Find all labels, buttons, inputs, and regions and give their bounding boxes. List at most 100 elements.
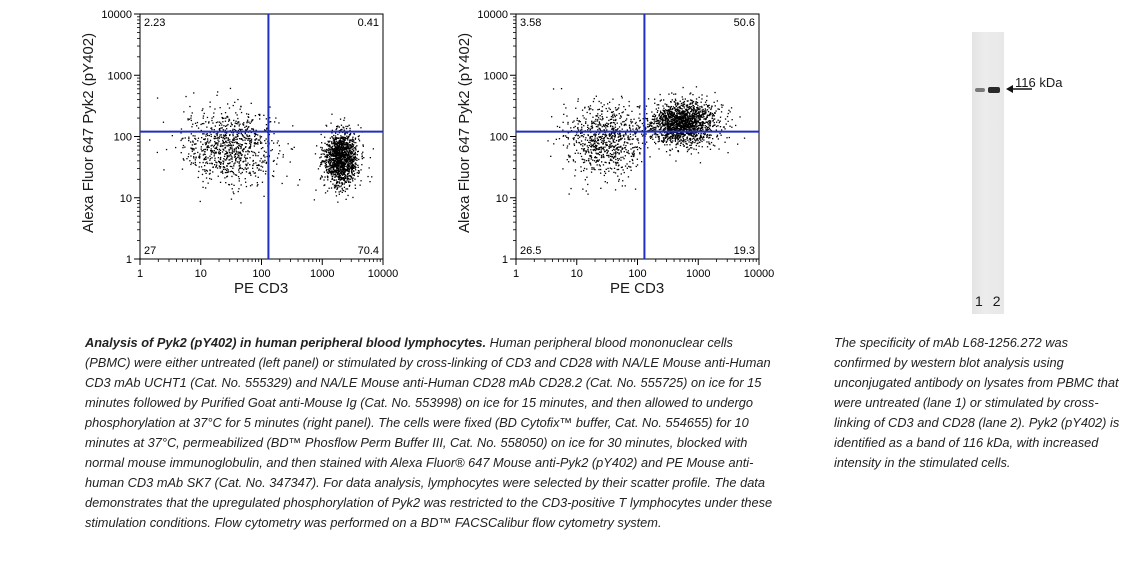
event-dot xyxy=(577,128,579,130)
event-dot xyxy=(712,125,714,127)
event-dot xyxy=(724,118,727,120)
event-dot xyxy=(688,126,691,128)
event-dot xyxy=(594,146,597,149)
blot-band-lane-2 xyxy=(988,87,1000,93)
event-dot xyxy=(341,164,344,166)
event-dot xyxy=(606,152,608,154)
event-dot xyxy=(679,113,681,115)
event-dot xyxy=(254,134,257,136)
event-dot xyxy=(266,127,268,129)
event-dot xyxy=(272,160,275,162)
event-dot xyxy=(586,176,588,178)
event-dot xyxy=(350,151,352,153)
event-dot xyxy=(222,139,224,142)
event-dot xyxy=(347,161,349,163)
event-dot xyxy=(218,140,220,143)
event-dot xyxy=(589,137,591,139)
event-dot xyxy=(694,115,696,117)
event-dot xyxy=(353,170,355,172)
event-dot xyxy=(690,130,692,132)
event-dot xyxy=(205,121,207,123)
event-dot xyxy=(607,137,609,140)
event-dot xyxy=(335,170,337,172)
event-dot xyxy=(335,166,338,169)
event-dot xyxy=(702,108,704,111)
event-dot xyxy=(655,134,657,136)
event-dot xyxy=(232,191,234,193)
event-dot xyxy=(352,196,354,199)
event-dot xyxy=(670,101,672,103)
event-dot xyxy=(320,153,322,155)
event-dot xyxy=(266,128,268,130)
event-dot xyxy=(701,111,704,113)
event-dot xyxy=(689,102,692,104)
event-dot xyxy=(684,111,686,113)
event-dot xyxy=(651,129,653,131)
event-dot xyxy=(677,127,679,130)
event-dot xyxy=(214,164,216,166)
event-dot xyxy=(226,158,228,160)
event-dot xyxy=(654,141,656,143)
event-dot xyxy=(632,151,635,153)
event-dot xyxy=(618,104,620,106)
event-dot xyxy=(339,158,341,160)
event-dot xyxy=(658,114,660,116)
event-dot xyxy=(614,152,616,154)
event-dot xyxy=(629,136,632,138)
event-dot xyxy=(638,107,641,109)
event-dot xyxy=(681,122,683,125)
event-dot xyxy=(599,124,601,126)
event-dot xyxy=(215,147,217,149)
event-dot xyxy=(213,153,216,155)
event-dot xyxy=(689,144,691,147)
event-dot xyxy=(581,128,583,130)
event-dot xyxy=(719,126,722,128)
event-dot xyxy=(601,113,603,115)
event-dot xyxy=(348,169,350,172)
event-dot xyxy=(336,125,338,128)
event-dot xyxy=(662,114,664,116)
event-dot xyxy=(190,155,192,157)
event-dot xyxy=(682,104,684,106)
event-dot xyxy=(669,154,671,156)
event-dot xyxy=(620,173,622,175)
event-dot xyxy=(335,161,338,163)
event-dot xyxy=(259,160,261,162)
event-dot xyxy=(649,128,652,130)
event-dot xyxy=(660,127,662,129)
event-dot xyxy=(206,126,208,128)
event-dot xyxy=(236,133,239,136)
event-dot xyxy=(579,121,581,123)
event-dot xyxy=(332,152,334,154)
event-dot xyxy=(601,140,603,142)
event-dot xyxy=(583,117,585,119)
event-dot xyxy=(344,137,346,139)
event-dot xyxy=(350,159,352,161)
event-dot xyxy=(685,113,687,116)
event-dot xyxy=(344,147,346,149)
event-dot xyxy=(612,161,615,163)
event-dot xyxy=(659,93,661,96)
event-dot xyxy=(332,153,335,155)
event-dot xyxy=(344,156,346,158)
event-dot xyxy=(657,110,659,112)
event-dot xyxy=(188,140,190,142)
event-dot xyxy=(671,125,673,127)
event-dot xyxy=(222,121,224,123)
event-dot xyxy=(686,108,688,110)
event-dot xyxy=(699,138,701,140)
event-dot xyxy=(208,173,211,175)
event-dot xyxy=(678,113,680,115)
event-dot xyxy=(685,124,687,127)
event-dot xyxy=(693,118,696,120)
event-dot xyxy=(245,158,247,160)
event-dot xyxy=(330,166,332,168)
event-dot xyxy=(205,142,208,144)
event-dot xyxy=(290,148,292,150)
event-dot xyxy=(621,166,623,168)
event-dot xyxy=(246,135,248,137)
event-dot xyxy=(618,113,620,115)
event-dot xyxy=(674,136,676,138)
event-dot xyxy=(694,125,696,127)
event-dot xyxy=(342,136,345,138)
